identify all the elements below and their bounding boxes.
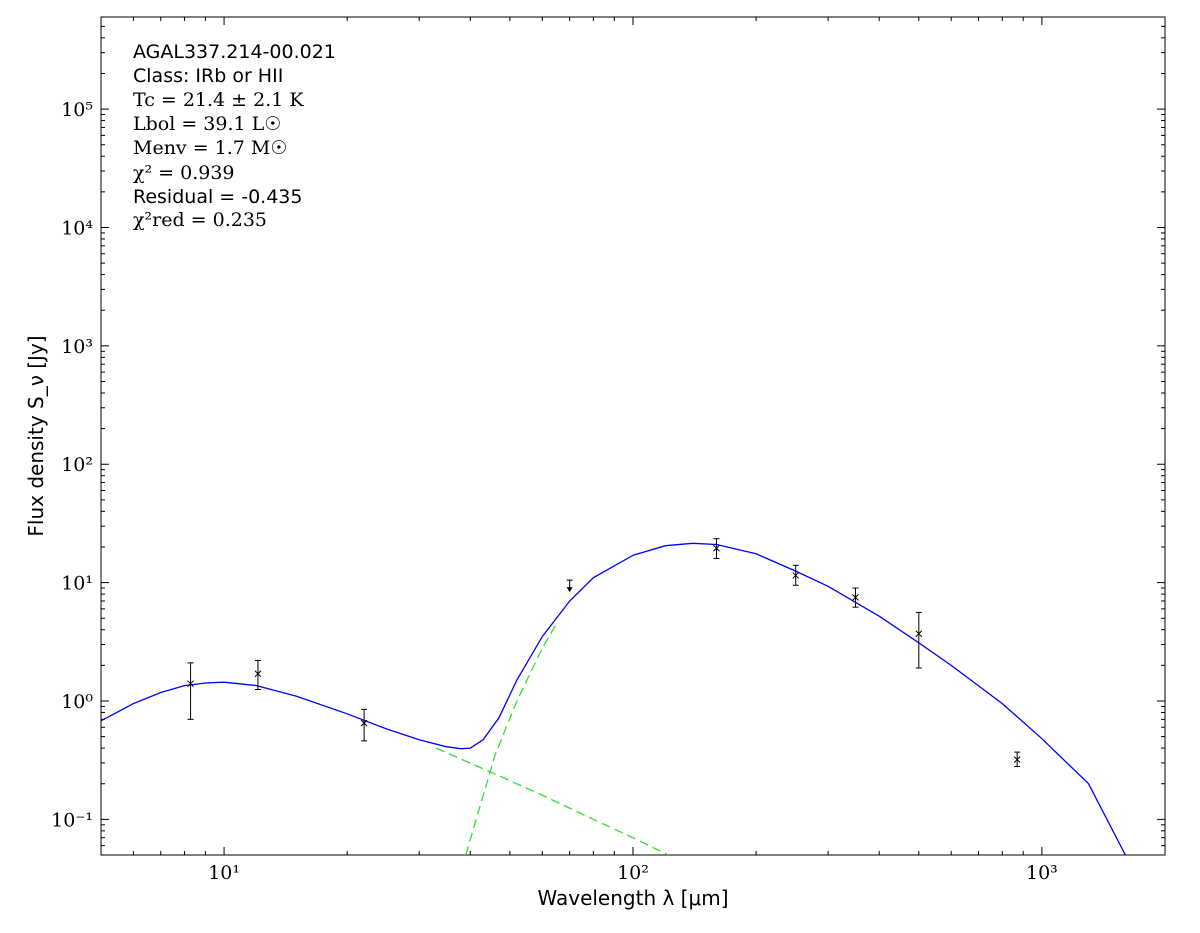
y-tick-label: 10⁵ [61, 99, 93, 121]
point-marker [254, 670, 262, 678]
y-tick-label: 10¹ [61, 573, 93, 595]
data-point [360, 708, 368, 742]
temperature-label: Tc = 21.4 ± 2.1 K [133, 89, 304, 111]
total-fit-curve [101, 542, 1126, 855]
source-class: Class: IRb or HII [133, 65, 284, 87]
envelope-mass-label: Menv = 1.7 M☉ [133, 137, 288, 159]
luminosity-label: Lbol = 39.1 L☉ [133, 113, 282, 135]
x-axis-label: Wavelength λ [μm] [537, 886, 729, 910]
point-marker [852, 594, 859, 601]
data-points [187, 538, 1021, 767]
upper-limit-point [566, 579, 573, 593]
chi-squared-label: χ² = 0.939 [133, 162, 235, 184]
residual-label: Residual = -0.435 [133, 186, 303, 208]
point-marker [360, 719, 368, 727]
model-curves [101, 542, 1126, 855]
x-tick-label: 10¹ [208, 862, 240, 884]
x-tick-label: 10² [617, 862, 649, 884]
data-point [713, 538, 720, 559]
data-point [1013, 751, 1021, 767]
y-tick-label: 10² [61, 454, 93, 476]
component-curve [435, 747, 669, 855]
point-marker [915, 630, 923, 638]
y-tick-label: 10³ [61, 336, 93, 358]
y-axis-label: Flux density S_ν [Jy] [24, 335, 48, 537]
y-tick-label: 10⁻¹ [51, 809, 93, 831]
upper-limit-arrow [566, 587, 573, 593]
point-marker [1013, 756, 1021, 763]
data-point [915, 611, 923, 669]
data-point [187, 662, 194, 720]
reduced-chi-squared-label: χ²red = 0.235 [133, 209, 268, 231]
source-name: AGAL337.214-00.021 [133, 41, 336, 63]
data-point [852, 587, 859, 608]
point-marker [792, 572, 800, 579]
point-marker [187, 680, 194, 688]
data-point [254, 659, 262, 691]
component-curve [465, 623, 558, 855]
plot-area [100, 16, 1166, 856]
data-point [792, 564, 800, 586]
axis-ticks: 10¹ 10² 10³ 10⁻¹ 10⁰ 10¹ 10² 10³ 10⁴ 10⁵ [51, 16, 1166, 884]
y-tick-label: 10⁴ [61, 217, 93, 239]
y-tick-label: 10⁰ [61, 691, 93, 713]
point-marker [713, 544, 720, 552]
x-tick-label: 10³ [1026, 862, 1058, 884]
